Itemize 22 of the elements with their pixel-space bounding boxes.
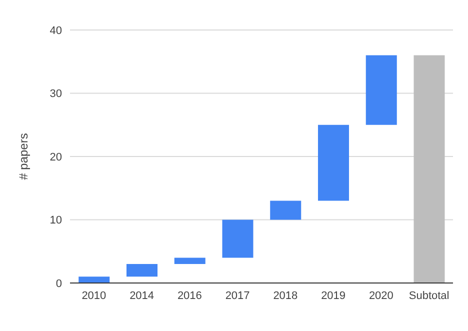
y-tick-label: 30 xyxy=(50,88,62,100)
bar xyxy=(126,264,158,277)
y-tick-label: 20 xyxy=(50,151,62,164)
bar xyxy=(318,124,349,201)
bar xyxy=(366,55,397,125)
x-tick-label: 2014 xyxy=(130,290,154,302)
x-tick-label: 2020 xyxy=(368,290,394,302)
bar xyxy=(78,276,110,283)
y-tick-label: 10 xyxy=(50,214,62,227)
x-tick-label: 2010 xyxy=(82,290,106,302)
y-tick-label: 0 xyxy=(56,278,62,290)
x-tick-label: Subtotal xyxy=(408,290,450,302)
x-tick-label: 2017 xyxy=(225,290,250,302)
bar xyxy=(174,258,206,264)
x-tick-label: 2018 xyxy=(273,290,298,302)
bar xyxy=(270,200,302,220)
y-tick-label: 40 xyxy=(50,24,62,37)
bar xyxy=(222,220,254,258)
y-axis-title: # papers xyxy=(16,133,30,180)
bar xyxy=(414,55,445,283)
x-tick-label: 2016 xyxy=(177,290,202,302)
x-tick-label: 2019 xyxy=(321,290,346,302)
